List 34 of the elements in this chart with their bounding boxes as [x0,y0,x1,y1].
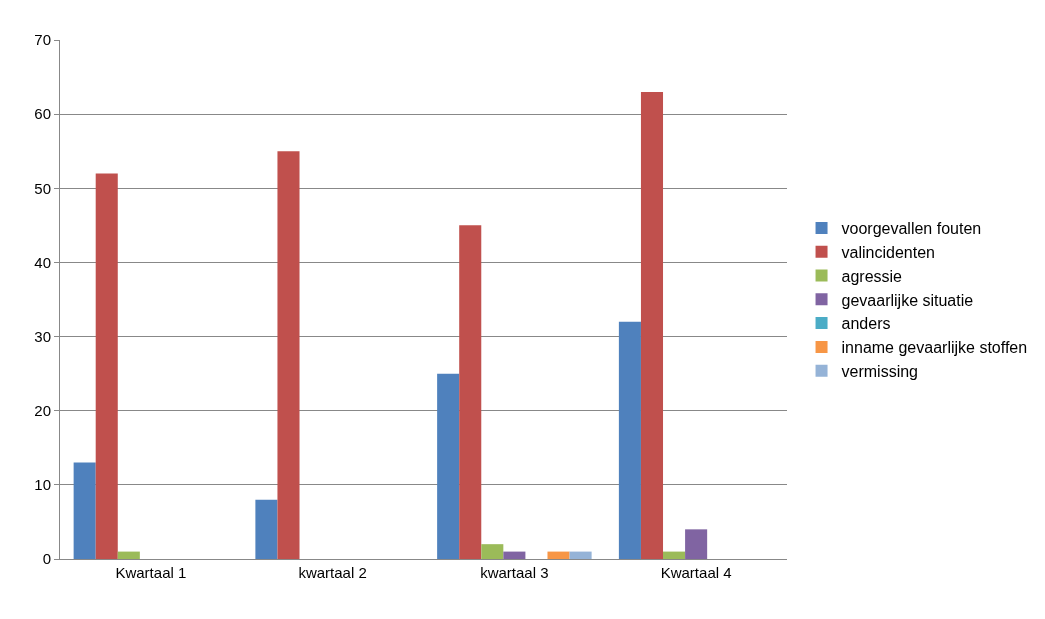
legend-label: vermissing [841,362,919,380]
y-tick-label: 70 [34,31,51,49]
bar [685,529,708,559]
bar [640,91,664,559]
y-tick-label: 0 [42,550,51,568]
x-tick-label: kwartaal 3 [480,564,549,581]
bar [547,551,570,559]
bar [95,173,118,559]
legend-label: valincidenten [841,243,935,261]
bar [459,225,482,559]
y-tick-label: 10 [34,476,51,494]
bar [569,551,592,559]
x-tick-label: Kwartaal 4 [660,564,732,581]
x-tick-label: Kwartaal 1 [115,564,187,581]
bar [481,544,504,559]
legend-label: anders [841,315,891,333]
legend-label: agressie [841,267,903,285]
bar [277,151,300,559]
y-tick-label: 50 [34,179,51,197]
bar [117,551,140,559]
bar [503,551,526,559]
x-tick-label: kwartaal 2 [298,564,367,581]
y-tick-label: 20 [34,401,51,419]
legend-label: voorgevallen fouten [841,220,982,238]
legend-label: inname gevaarlijke stoffen [841,339,1028,357]
bar [255,499,278,559]
y-tick-label: 40 [34,253,51,271]
y-tick-label: 30 [34,327,51,345]
legend-label: gevaarlijke situatie [841,291,974,309]
bar [437,373,460,559]
bar [73,462,96,559]
bar [618,321,641,559]
y-tick-label: 60 [34,105,51,123]
bar [663,551,686,559]
